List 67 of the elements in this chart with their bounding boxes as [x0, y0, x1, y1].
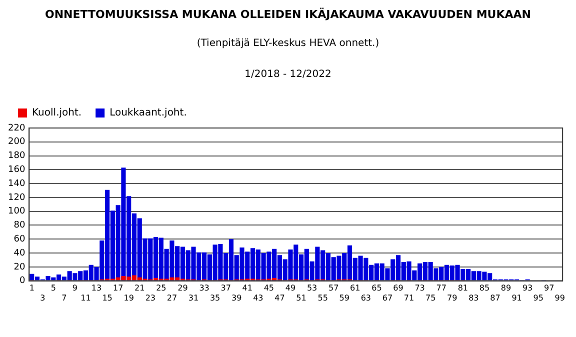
x-tick-label: 71 — [404, 293, 414, 302]
x-tick-label: 5 — [50, 284, 56, 293]
x-tick-label: 45 — [264, 284, 274, 293]
x-tick-label: 25 — [156, 284, 166, 293]
x-tick-label: 69 — [393, 284, 404, 293]
y-tick-label: 120 — [8, 192, 26, 203]
y-tick-label: 20 — [14, 262, 26, 272]
x-tick-label: 11 — [80, 293, 91, 302]
x-tick-label: 43 — [253, 293, 264, 302]
legend-label: Loukkaant.joht. — [110, 108, 187, 119]
chart-subtitle: (Tienpitäjä ELY-keskus HEVA onnett.) — [196, 38, 380, 49]
x-tick-label: 27 — [166, 293, 178, 302]
x-tick-label: 51 — [296, 293, 306, 302]
x-tick-label: 41 — [242, 284, 252, 293]
x-tick-label: 93 — [522, 284, 533, 293]
x-tick-label: 31 — [188, 293, 199, 302]
x-tick-label: 97 — [544, 284, 554, 293]
x-tick-label: 59 — [339, 293, 350, 302]
y-tick-label: 140 — [8, 178, 26, 189]
x-tick-label: 89 — [500, 284, 512, 293]
y-tick-label: 60 — [14, 234, 26, 244]
x-tick-label: 49 — [285, 284, 296, 293]
x-tick-label: 55 — [318, 293, 328, 302]
x-tick-label: 23 — [145, 293, 156, 302]
y-tick-label: 100 — [8, 206, 26, 217]
x-tick-label: 9 — [72, 284, 78, 293]
x-tick-label: 17 — [112, 284, 124, 293]
x-tick-label: 53 — [306, 284, 318, 293]
x-tick-label: 21 — [134, 284, 145, 293]
x-tick-label: 83 — [468, 293, 479, 302]
x-tick-label: 57 — [328, 284, 339, 293]
x-tick-label: 35 — [210, 293, 220, 302]
x-tick-label: 47 — [274, 293, 285, 302]
x-tick-label: 3 — [40, 293, 46, 302]
x-tick-label: 63 — [360, 293, 372, 302]
y-tick-label: 80 — [14, 220, 26, 231]
x-tick-label: 91 — [512, 293, 522, 302]
x-tick-label: 39 — [232, 293, 242, 302]
x-tick-label: 75 — [425, 293, 436, 302]
x-tick-label: 81 — [458, 284, 468, 293]
x-tick-label: 67 — [382, 293, 393, 302]
y-tick-label: 180 — [8, 151, 26, 162]
x-tick-label: 1 — [29, 284, 34, 293]
x-tick-label: 19 — [124, 293, 134, 302]
x-tick-label: 61 — [350, 284, 360, 293]
y-tick-label: 40 — [14, 248, 26, 258]
x-tick-label: 73 — [414, 284, 425, 293]
y-tick-label: 0 — [19, 276, 26, 286]
legend-label: Kuoll.joht. — [32, 108, 82, 119]
y-tick-label: 200 — [8, 137, 26, 148]
x-tick-label: 37 — [220, 284, 231, 293]
y-tick-label: 160 — [8, 165, 26, 176]
x-tick-label: 65 — [372, 284, 382, 293]
x-tick-label: 15 — [102, 293, 112, 302]
x-tick-label: 77 — [436, 284, 446, 293]
y-tick-label: 220 — [8, 123, 26, 134]
x-tick-label: 95 — [533, 293, 544, 302]
x-tick-label: 33 — [199, 284, 210, 293]
text: 1/2018 - 12/2022 — [244, 69, 332, 80]
x-tick-label: 7 — [62, 293, 67, 302]
x-tick-label: 29 — [178, 284, 188, 293]
chart-title: ONNETTOMUUKSISSA MUKANA OLLEIDEN IKÄJAKAUMA VAKAVUUDEN MUKAAN — [44, 8, 532, 21]
x-tick-label: 87 — [490, 293, 500, 302]
x-tick-label: 99 — [554, 293, 565, 302]
x-tick-label: 13 — [91, 284, 102, 293]
x-tick-label: 85 — [479, 284, 490, 293]
x-tick-label: 79 — [447, 293, 458, 302]
